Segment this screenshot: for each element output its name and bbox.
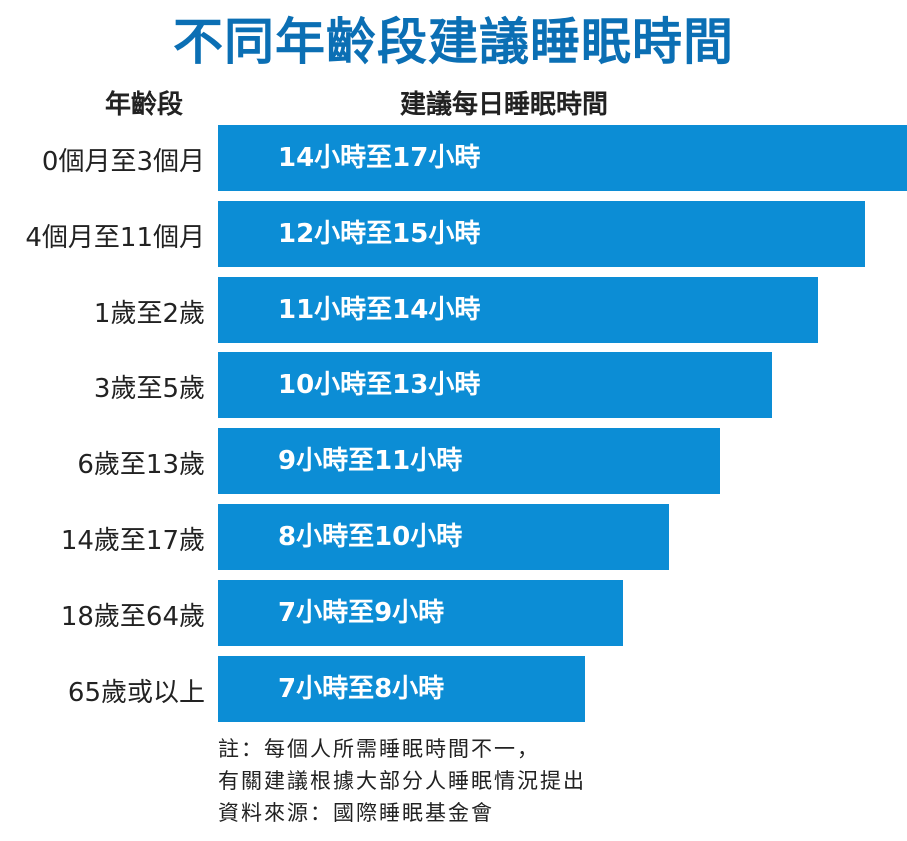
- title: 不同年齡段建議睡眠時間: [173, 13, 734, 71]
- age-label: 6歲至13歲: [77, 450, 205, 481]
- bar: 8小時至10小時: [218, 504, 669, 570]
- sleep-hours: 8小時至10小時: [278, 522, 463, 552]
- bar: 7小時至8小時: [218, 655, 585, 722]
- column-header: 年齡段: [105, 90, 184, 120]
- bar: 11小時至14小時: [218, 276, 818, 343]
- age-label: 4個月至11個月: [25, 222, 205, 253]
- note: 資料來源：國際睡眠基金會: [218, 801, 494, 825]
- column-header: 建議每日睡眠時間: [400, 90, 609, 120]
- age-label: 0個月至3個月: [41, 147, 205, 177]
- age-label: 1歲至2歲: [93, 298, 205, 329]
- sleep-hours: 7小時至8小時: [278, 673, 445, 704]
- sleep-hours: 11小時至14小時: [278, 294, 481, 325]
- age-label: 3歲至5歲: [93, 374, 205, 405]
- note: 註：每個人所需睡眠時間不一，: [218, 737, 540, 761]
- sleep-hours: 9小時至11小時: [278, 446, 463, 477]
- age-label: 65歲或以上: [67, 677, 205, 708]
- sleep-hours: 7小時至9小時: [278, 597, 445, 628]
- bar: 9小時至11小時: [218, 428, 720, 495]
- note: 有關建議根據大部分人睡眠情況提出: [218, 769, 586, 793]
- bar: 7小時至9小時: [218, 579, 623, 646]
- age-label: 18歲至64歲: [60, 601, 205, 632]
- bar: 12小時至15小時: [218, 200, 865, 267]
- sleep-hours: 14小時至17小時: [278, 143, 481, 173]
- bar: 10小時至13小時: [218, 352, 772, 419]
- age-label: 14歲至17歲: [60, 526, 205, 556]
- sleep-hours: 10小時至13小時: [278, 370, 481, 401]
- sleep-hours: 12小時至15小時: [278, 218, 481, 249]
- bar: 14小時至17小時: [218, 125, 907, 191]
